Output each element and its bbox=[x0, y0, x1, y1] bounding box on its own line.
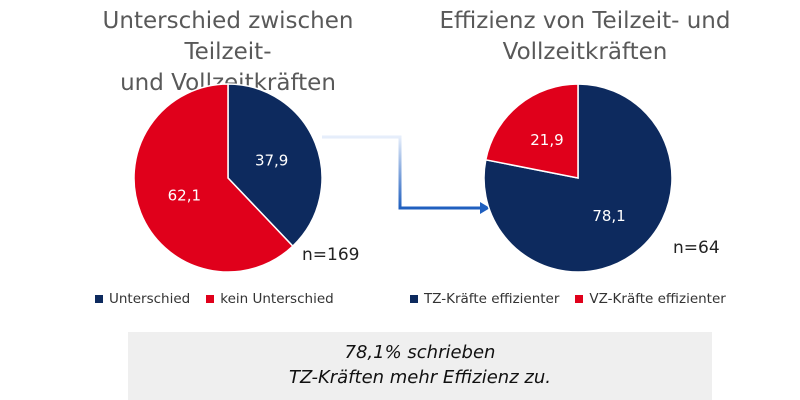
legend-item-kein-unterschied: kein Unterschied bbox=[206, 291, 334, 307]
legend-label-kein-unterschied: kein Unterschied bbox=[220, 291, 334, 307]
summary-note-line-2: TZ-Kräften mehr Effizienz zu. bbox=[289, 367, 551, 388]
summary-note-line-1: 78,1% schrieben bbox=[344, 342, 496, 363]
left-sample-size: n=169 bbox=[302, 245, 359, 265]
left-chart-title-line-1: Unterschied zwischen Teilzeit- bbox=[102, 8, 354, 65]
legend-label-vz-effizienter: VZ-Kräfte effizienter bbox=[589, 291, 726, 307]
left-pie-slice-1 bbox=[227, 83, 323, 248]
legend-swatch-vz-effizienter bbox=[575, 295, 584, 303]
left-chart-title: Unterschied zwischen Teilzeit- und Vollz… bbox=[58, 6, 398, 99]
left-pie: 37,9 62,1 bbox=[133, 83, 323, 273]
left-pie-slice-1-label: 37,9 bbox=[255, 152, 288, 170]
legend-item-unterschied: Unterschied bbox=[95, 291, 190, 307]
legend-swatch-unterschied bbox=[95, 295, 103, 303]
right-pie: 78,1 21,9 bbox=[483, 83, 673, 273]
right-pie-slice-2-label: 21,9 bbox=[530, 131, 563, 149]
legend-swatch-tz-effizienter bbox=[410, 295, 418, 303]
legend-label-unterschied: Unterschied bbox=[109, 291, 191, 307]
right-chart-title: Effizienz von Teilzeit- und Vollzeitkräf… bbox=[415, 6, 755, 68]
legend-label-tz-effizienter: TZ-Kräfte effizienter bbox=[424, 291, 560, 307]
left-pie-slice-2 bbox=[133, 83, 294, 273]
legend-item-tz-effizienter: TZ-Kräfte effizienter bbox=[410, 291, 559, 307]
left-legend: Unterschied kein Unterschied bbox=[95, 291, 350, 307]
summary-note-box: 78,1% schrieben TZ-Kräften mehr Effizien… bbox=[128, 332, 712, 400]
legend-item-vz-effizienter: VZ-Kräfte effizienter bbox=[575, 291, 726, 307]
right-chart-title-line-2: Vollzeitkräften bbox=[502, 39, 668, 65]
connector-arrow-head bbox=[480, 202, 490, 214]
right-pie-slice-2 bbox=[484, 83, 579, 179]
right-chart-title-line-1: Effizienz von Teilzeit- und bbox=[439, 8, 731, 34]
right-pie-slice-1-label: 78,1 bbox=[592, 207, 625, 225]
left-pie-slice-2-label: 62,1 bbox=[168, 186, 201, 204]
right-legend: TZ-Kräfte effizienter VZ-Kräfte effizien… bbox=[410, 291, 742, 307]
connector-arrow-line bbox=[322, 135, 480, 210]
legend-swatch-kein-unterschied bbox=[206, 295, 215, 303]
right-sample-size: n=64 bbox=[673, 238, 720, 258]
